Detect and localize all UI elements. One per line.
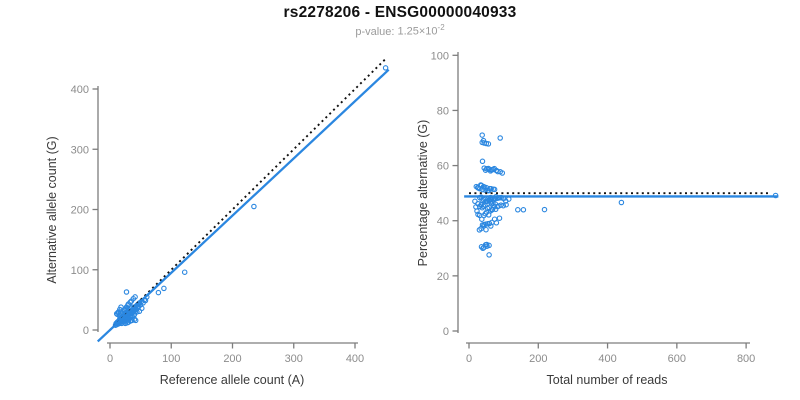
data-point	[500, 202, 507, 209]
data-point	[515, 207, 521, 213]
y-tick-label: 40	[437, 216, 449, 228]
x-tick-label: 800	[737, 353, 755, 365]
data-point	[479, 132, 485, 138]
data-point	[139, 305, 145, 312]
data-point	[135, 301, 141, 307]
y-tick-label: 0	[83, 325, 89, 337]
data-point	[123, 289, 130, 295]
data-point	[497, 135, 503, 141]
data-point	[498, 202, 504, 208]
data-point	[487, 168, 494, 174]
chart-subtitle: p-value: 1.25×10-2	[0, 23, 800, 38]
data-point	[618, 199, 625, 206]
identity-line	[109, 56, 388, 331]
x-tick-label: 600	[668, 353, 686, 365]
data-point	[496, 215, 503, 221]
data-point	[118, 304, 124, 310]
p-value-label: p-value:	[355, 25, 395, 38]
data-point	[479, 139, 485, 146]
x-tick-label: 0	[466, 353, 472, 365]
data-point	[480, 245, 486, 252]
data-point	[480, 203, 487, 210]
data-point	[132, 317, 139, 324]
data-point	[478, 244, 485, 250]
data-point	[479, 158, 486, 165]
y-tick-label: 400	[71, 84, 89, 96]
y-tick-label: 60	[437, 161, 449, 173]
chart-title: rs2278206 - ENSG00000040933	[283, 4, 517, 21]
x-tick-label: 400	[346, 353, 364, 365]
data-point	[483, 226, 489, 233]
y-tick-label: 200	[71, 205, 89, 217]
y-tick-label: 100	[431, 50, 449, 62]
allele-counts-scatter: 0 100 200 300 400 0 100 200 300 400 Reference alle…	[45, 56, 390, 387]
data-point	[541, 206, 548, 213]
data-point	[126, 316, 132, 322]
x-tick-label: 200	[529, 353, 547, 365]
data-point	[118, 320, 125, 327]
data-point	[116, 312, 122, 319]
data-point	[132, 294, 138, 300]
y-tick-label: 300	[71, 144, 89, 156]
data-point	[476, 227, 483, 233]
data-point	[503, 201, 509, 208]
p-value-exponent: -2	[437, 23, 445, 32]
x-tick-label: 300	[285, 353, 303, 365]
data-point	[251, 203, 257, 210]
data-point	[125, 302, 131, 309]
data-point	[483, 241, 490, 248]
percentage-vs-reads-scatter: 0 200 400 600 800 0 20 40 60 80 100 Total number of…	[416, 50, 779, 387]
data-point	[134, 309, 140, 315]
data-point	[161, 285, 167, 292]
data-point	[131, 312, 137, 319]
data-point	[499, 170, 506, 176]
data-point	[181, 269, 188, 275]
x-axis-title: Total number of reads	[547, 373, 668, 387]
data-point	[520, 207, 527, 213]
data-point	[491, 186, 498, 193]
data-point	[382, 65, 389, 71]
data-point	[486, 252, 492, 258]
data-point	[485, 141, 492, 147]
x-tick-label: 100	[162, 353, 180, 365]
fit-line	[96, 68, 390, 343]
y-axis-title: Percentage alternative (G)	[416, 120, 430, 267]
y-tick-label: 100	[71, 265, 89, 277]
x-axis-title: Reference allele count (A)	[160, 373, 305, 387]
y-tick-label: 80	[437, 105, 449, 117]
x-tick-label: 400	[598, 353, 616, 365]
data-point	[490, 166, 496, 173]
p-value-mantissa: 1.25×10	[397, 25, 438, 38]
x-tick-label: 0	[107, 353, 113, 365]
y-tick-label: 0	[443, 326, 449, 338]
y-tick-label: 20	[437, 271, 449, 283]
data-point	[474, 208, 480, 214]
data-point	[155, 289, 162, 296]
data-point	[488, 223, 494, 229]
y-axis-title: Alternative allele count (G)	[45, 136, 59, 283]
data-point	[493, 220, 500, 226]
x-tick-label: 200	[223, 353, 241, 365]
